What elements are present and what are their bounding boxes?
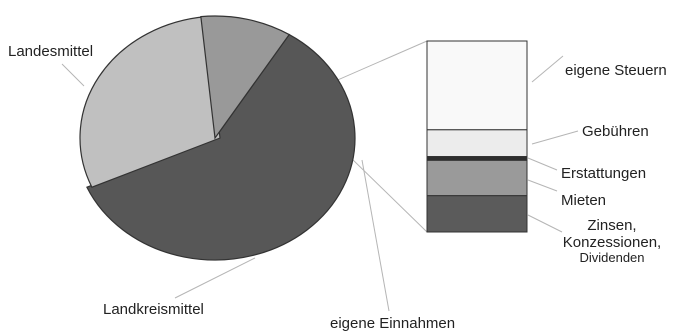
bar-label-erstattungen: Erstattungen [561, 165, 646, 182]
pie-slice-landkreismittel [200, 15, 291, 140]
pie-slice-eigene-einnahmen [79, 15, 221, 188]
bar-label-eigene-steuern: eigene Steuern [565, 62, 667, 79]
bar-segment-gebühren [426, 129, 528, 158]
leader-gebühren [531, 130, 579, 145]
bar-segment-erstattungen [426, 156, 528, 161]
bar-segment-mieten [426, 159, 528, 197]
bar-label-zinsen-konzessionen-dividenden: Zinsen, Konzessionen, Dividenden [563, 217, 661, 265]
leader-eigene-steuern [531, 55, 564, 83]
stacked-bar [426, 40, 528, 233]
labels: Landesmittel eigene Einnahmen Landkreismit… [8, 43, 667, 332]
pie-label-landkreismittel: Landkreismittel [103, 301, 204, 318]
leader-eigene-einnahmen [361, 159, 390, 312]
pie-slice-landesmittel [86, 33, 356, 261]
leader-mieten [527, 179, 558, 192]
pie-chart [79, 15, 356, 261]
bar-label-gebühren: Gebühren [582, 123, 649, 140]
leader-landkreismittel [174, 257, 256, 299]
bar-label-mieten: Mieten [561, 192, 606, 209]
leader-landesmittel [61, 63, 85, 87]
leader-zinsen-konzessionen-dividenden [527, 214, 563, 233]
bar-segment-zinsen-konzessionen-dividenden [426, 195, 528, 233]
pie-label-landesmittel: Landesmittel [8, 43, 93, 60]
leader-erstattungen [527, 157, 558, 171]
pie-label-eigene-einnahmen: eigene Einnahmen [330, 315, 455, 332]
bar-segment-eigene-steuern [426, 40, 528, 131]
